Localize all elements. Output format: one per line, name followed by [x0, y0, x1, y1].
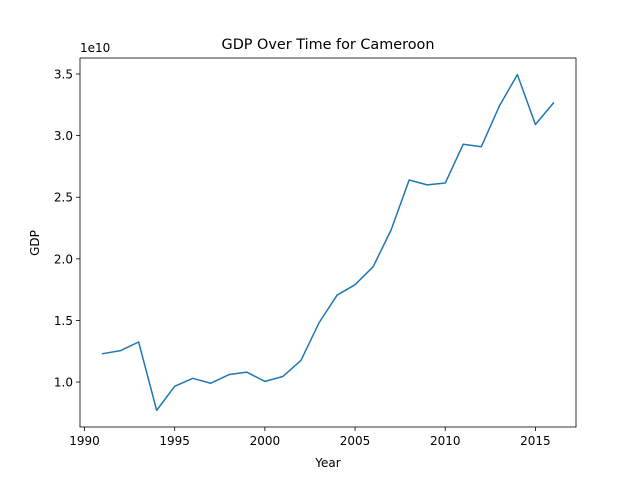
x-tick-label: 2005 — [340, 434, 371, 448]
y-tick-label: 1.0 — [54, 376, 73, 390]
y-tick-label: 1.5 — [54, 314, 73, 328]
y-tick-label: 2.0 — [54, 252, 73, 266]
x-tick-label: 2000 — [250, 434, 281, 448]
x-axis-title: Year — [314, 456, 340, 470]
y-tick-label: 2.5 — [54, 191, 73, 205]
x-tick-label: 2010 — [430, 434, 461, 448]
x-tick-label: 1990 — [69, 434, 100, 448]
plot-area: 1990 1995 2000 2005 2010 2015 1.0 1.5 2.0 2.5 3.0 3… — [54, 57, 577, 448]
axes-frame — [79, 57, 577, 428]
x-tick-label: 1995 — [159, 434, 190, 448]
y-tick-label: 3.0 — [54, 129, 73, 143]
chart-title: GDP Over Time for Cameroon — [222, 37, 435, 53]
x-tick-label: 2015 — [520, 434, 551, 448]
y-tick-label: 3.5 — [54, 68, 73, 82]
y-offset-label: 1e10 — [80, 41, 110, 55]
series-line-0 — [101, 73, 555, 412]
y-axis-title: GDP — [28, 230, 42, 256]
